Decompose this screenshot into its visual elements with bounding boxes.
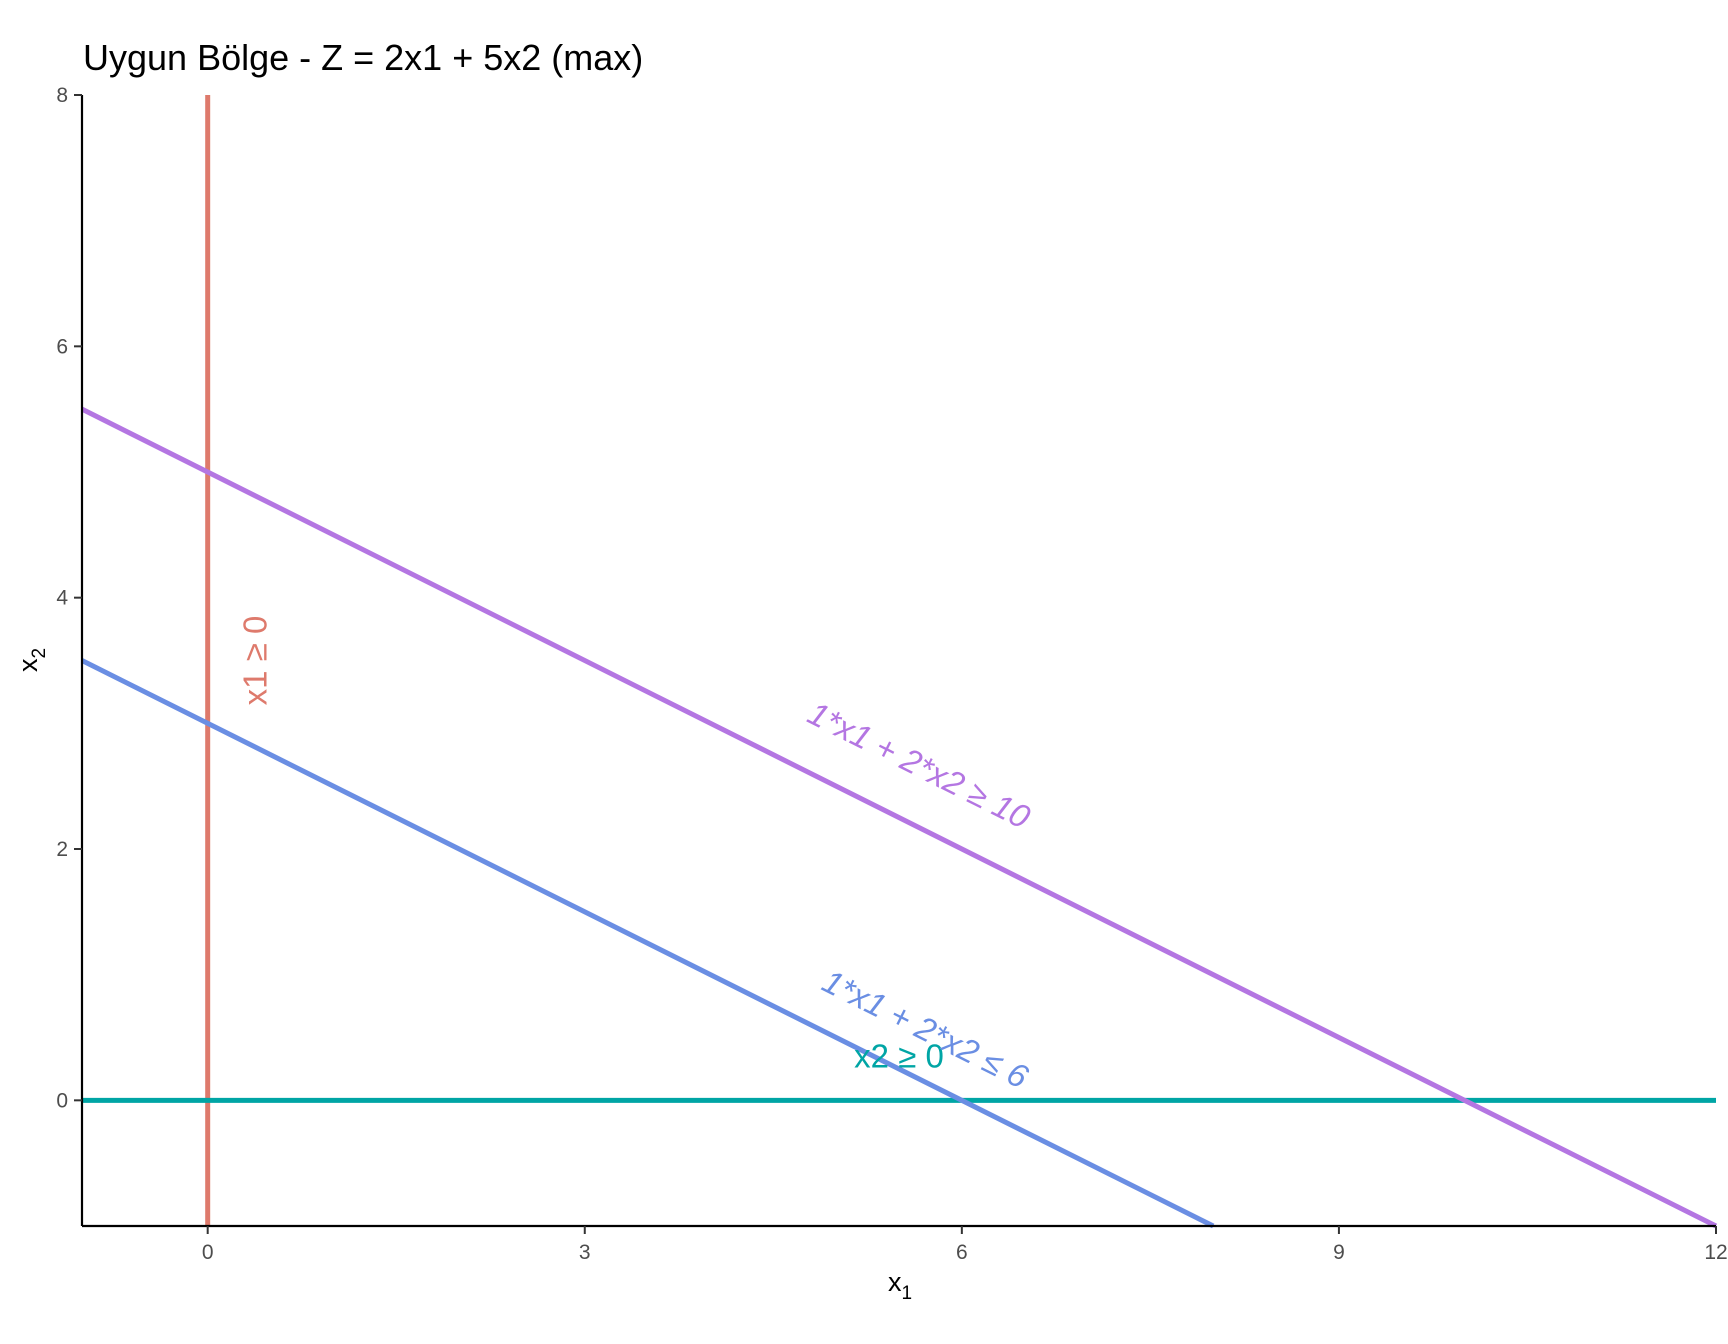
x-tick-label-3: 3 bbox=[579, 1241, 591, 1264]
x-tick-label-6: 6 bbox=[956, 1241, 968, 1264]
y-tick-label-6: 6 bbox=[56, 335, 68, 358]
x-axis-ticks: 0 3 6 9 12 bbox=[202, 1226, 1728, 1264]
constraint-lines bbox=[80, 95, 1718, 1229]
y-axis-title-main: x bbox=[13, 658, 43, 672]
y-axis-title-sub: 2 bbox=[29, 648, 50, 659]
y-tick-label-8: 8 bbox=[56, 84, 68, 107]
x-tick-label-9: 9 bbox=[1333, 1241, 1345, 1264]
x-axis-title-main: x bbox=[888, 1267, 902, 1297]
x-axis-title: x1 bbox=[888, 1267, 912, 1304]
constraint-line-3 bbox=[80, 658, 1215, 1229]
y-tick-label-2: 2 bbox=[56, 838, 68, 861]
x-axis-title-sub: 1 bbox=[901, 1283, 912, 1304]
y-tick-label-0: 0 bbox=[56, 1089, 68, 1112]
y-tick-label-4: 4 bbox=[56, 587, 68, 610]
y-axis-title: x2 bbox=[13, 648, 50, 672]
y-axis-ticks: 0 2 4 6 8 bbox=[56, 84, 82, 1112]
chart-title: Uygun Bölge - Z = 2x1 + 5x2 (max) bbox=[83, 37, 643, 78]
constraint-label-2: x2 ≥ 0 bbox=[854, 1038, 944, 1075]
x-tick-label-0: 0 bbox=[202, 1241, 214, 1264]
x-tick-label-12: 12 bbox=[1704, 1241, 1727, 1264]
constraint-line-4 bbox=[80, 406, 1718, 1229]
constraint-label-1: x1 ≥ 0 bbox=[237, 616, 274, 706]
